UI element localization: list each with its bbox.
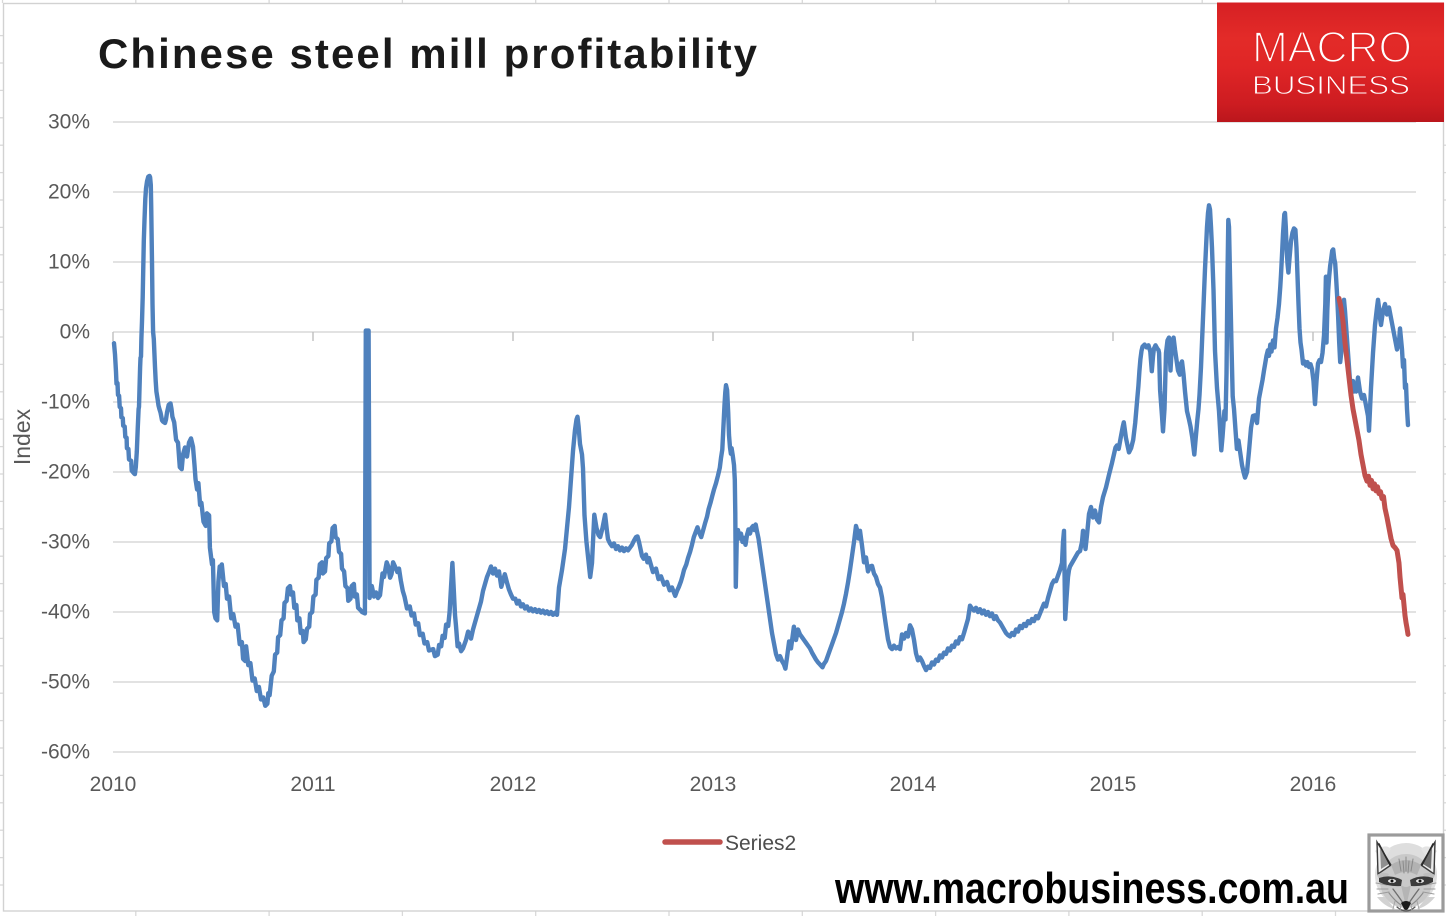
svg-text:-40%: -40% <box>41 601 90 624</box>
svg-text:20%: 20% <box>48 181 90 204</box>
svg-text:-60%: -60% <box>41 741 90 764</box>
svg-text:10%: 10% <box>48 251 90 274</box>
svg-text:2011: 2011 <box>290 773 335 796</box>
svg-text:-20%: -20% <box>41 461 90 484</box>
svg-text:Index: Index <box>9 408 35 465</box>
svg-text:0%: 0% <box>60 321 90 344</box>
svg-text:2012: 2012 <box>490 773 537 796</box>
svg-text:Chinese steel mill profitabili: Chinese steel mill profitability <box>98 30 758 77</box>
svg-text:Series2: Series2 <box>725 832 796 855</box>
svg-text:2013: 2013 <box>690 773 737 796</box>
svg-text:30%: 30% <box>48 111 90 134</box>
svg-text:2015: 2015 <box>1090 773 1137 796</box>
svg-text:www.macrobusiness.com.au: www.macrobusiness.com.au <box>834 864 1349 913</box>
svg-text:-10%: -10% <box>41 391 90 414</box>
svg-text:2014: 2014 <box>890 773 937 796</box>
svg-text:-50%: -50% <box>41 671 90 694</box>
svg-text:2016: 2016 <box>1290 773 1337 796</box>
svg-text:MACRO: MACRO <box>1252 23 1412 72</box>
svg-text:2010: 2010 <box>90 773 137 796</box>
svg-text:BUSINESS: BUSINESS <box>1252 70 1410 100</box>
svg-text:-30%: -30% <box>41 531 90 554</box>
